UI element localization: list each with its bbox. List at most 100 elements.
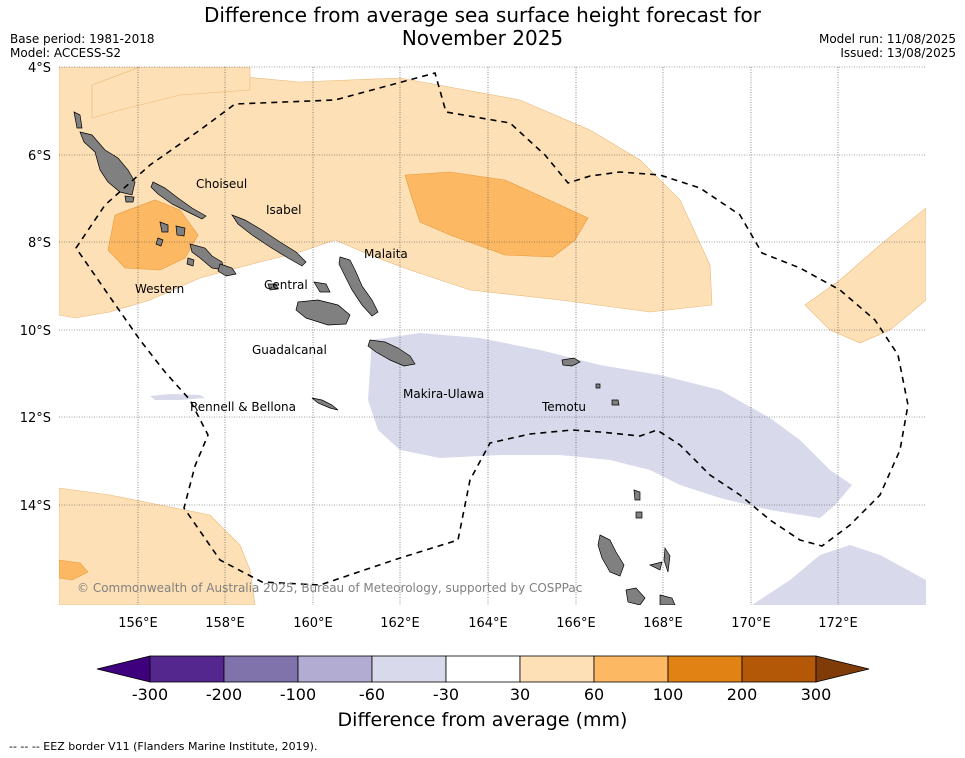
lon-label: 164°E (468, 616, 508, 631)
anomaly-region-60-100-southwest (59, 559, 89, 581)
island-gizo (155, 237, 164, 247)
island-bougainville (79, 131, 136, 196)
island-florida (313, 281, 331, 293)
lon-label: 156°E (118, 616, 158, 631)
lat-label: 6°S (28, 149, 51, 164)
place-label-temotu: Temotu (541, 400, 586, 414)
island-banks (635, 511, 643, 519)
island-choiseul (150, 181, 207, 220)
colorbar-tick-label: 100 (653, 685, 684, 700)
model-run: Model run: 11/08/2025 (818, 32, 956, 46)
colorbar-extend-high (815, 655, 870, 683)
lon-label: 166°E (556, 616, 596, 631)
colorbar-bin (149, 655, 225, 683)
colorbar-bin (519, 655, 595, 683)
anomaly-region-positive-north-top (91, 67, 251, 119)
lat-label: 8°S (28, 236, 51, 251)
base-period: Base period: 1981-2018 (10, 32, 155, 46)
place-label-malaita: Malaita (364, 247, 408, 261)
colorbar-tick-label: -100 (280, 685, 316, 700)
place-label-choiseul: Choiseul (196, 177, 247, 191)
anomaly-region-negative-southeast (752, 545, 926, 605)
eez-legend-note: -- -- -- EEZ border V11 (Flanders Marine… (9, 740, 318, 753)
colorbar-bin (371, 655, 447, 683)
place-label-central: Central (264, 278, 308, 292)
colorbar-tick-label: -200 (206, 685, 242, 700)
lon-label: 160°E (293, 616, 333, 631)
title-line-2: November 2025 (401, 26, 564, 50)
island-rendova (186, 257, 195, 267)
longitude-labels: 156°E 158°E 160°E 162°E 164°E 166°E 168°… (118, 616, 858, 631)
anomaly-region-60-100-western (107, 199, 199, 271)
island-malaita (338, 256, 379, 317)
island-kolombangara (175, 225, 186, 237)
anomaly-region-positive-southwest (59, 487, 256, 605)
lon-label: 162°E (380, 616, 420, 631)
colorbar-tick-label: -300 (132, 685, 168, 700)
meta-left: Base period: 1981-2018 Model: ACCESS-S2 (10, 32, 155, 60)
island-vanikoro (611, 399, 620, 406)
island-torres (633, 489, 641, 501)
place-label-rennell-bellona: Rennell & Bellona (190, 400, 296, 414)
island-vanuatu-north (597, 534, 625, 577)
colorbar-title: Difference from average (mm) (337, 709, 628, 731)
title-line-1: Difference from average sea surface heig… (203, 3, 762, 27)
island-guadalcanal (295, 299, 351, 326)
island-vellalavella (159, 221, 169, 233)
island-rennell (311, 397, 339, 411)
island-santacruz (561, 357, 581, 367)
latitude-labels: 4°S 6°S 8°S 10°S 12°S 14°S (20, 61, 51, 514)
colorbar-tick-label: 200 (727, 685, 758, 700)
island-vanuatu-4 (663, 546, 671, 573)
lon-label: 158°E (205, 616, 245, 631)
colorbar-bin (667, 655, 743, 683)
island-utupua (595, 383, 601, 389)
island-vangunu (217, 263, 237, 277)
colorbar-bin (297, 655, 373, 683)
graticule (59, 66, 926, 605)
colorbar-extend-low (96, 655, 151, 683)
map-figure: Choiseul Isabel Malaita Western Central … (20, 61, 926, 700)
colorbar-bin (223, 655, 299, 683)
model-name: Model: ACCESS-S2 (10, 46, 122, 60)
island-shortland (124, 195, 135, 203)
issued-date: Issued: 13/08/2025 (840, 46, 956, 60)
colorbar-bins (149, 655, 817, 683)
place-label-makira-ulawa: Makira-Ulawa (403, 387, 484, 401)
island-makira (367, 339, 416, 367)
colorbar-tick-labels: -300 -200 -100 -60 -30 30 60 100 200 300 (132, 685, 831, 700)
colorbar-bin (593, 655, 669, 683)
anomaly-region-60-100-central (404, 171, 589, 258)
colorbar-tick-label: 300 (801, 685, 832, 700)
anomaly-region-negative-central (368, 333, 852, 518)
colorbar-tick-label: 60 (584, 685, 604, 700)
colorbar-bin (741, 655, 817, 683)
lon-label: 168°E (643, 616, 683, 631)
lon-label: 170°E (731, 616, 771, 631)
island-isabel (231, 214, 307, 267)
island-russell (267, 283, 279, 291)
lat-label: 4°S (28, 61, 51, 76)
lat-label: 10°S (20, 324, 51, 339)
colorbar-tick-label: -60 (359, 685, 385, 700)
lon-label: 172°E (818, 616, 858, 631)
land-layer (73, 111, 676, 605)
place-labels: Choiseul Isabel Malaita Western Central … (135, 177, 586, 414)
island-buka (73, 111, 83, 129)
island-vanuatu-2 (625, 587, 646, 605)
lat-label: 14°S (20, 499, 51, 514)
place-label-western: Western (135, 282, 184, 296)
place-label-guadalcanal: Guadalcanal (252, 343, 327, 357)
anomaly-region-positive-east (804, 207, 926, 344)
anomaly-layer (59, 67, 926, 605)
island-vanuatu-5 (659, 594, 676, 605)
island-vanuatu-3 (648, 561, 663, 571)
copyright-notice: © Commonwealth of Australia 2025, Bureau… (77, 581, 582, 595)
eez-border (75, 72, 909, 586)
colorbar-tick-label: 30 (510, 685, 530, 700)
map-title: Difference from average sea surface heig… (0, 4, 965, 50)
colorbar-bin (445, 655, 521, 683)
anomaly-region-negative-small (150, 394, 205, 400)
colorbar: -300 -200 -100 -60 -30 30 60 100 200 300 (96, 655, 870, 700)
lat-label: 12°S (20, 411, 51, 426)
